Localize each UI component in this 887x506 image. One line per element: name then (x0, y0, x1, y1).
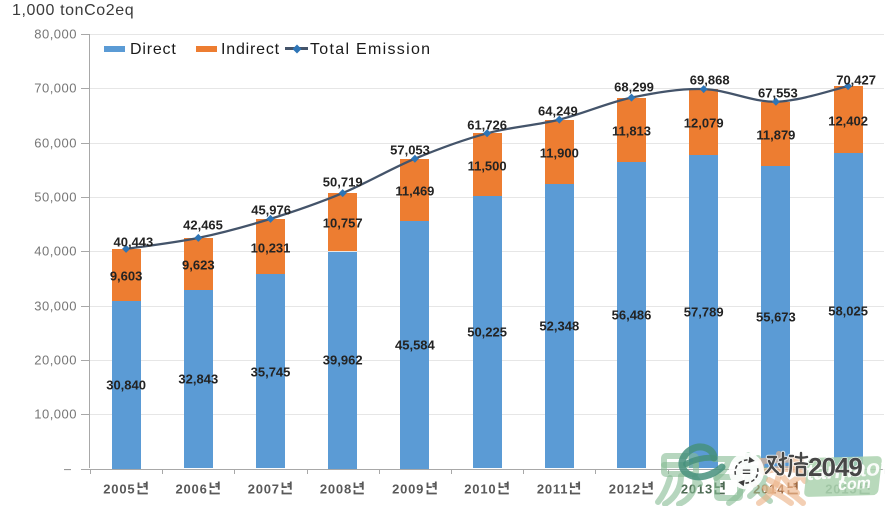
svg-text:2049: 2049 (808, 452, 862, 482)
